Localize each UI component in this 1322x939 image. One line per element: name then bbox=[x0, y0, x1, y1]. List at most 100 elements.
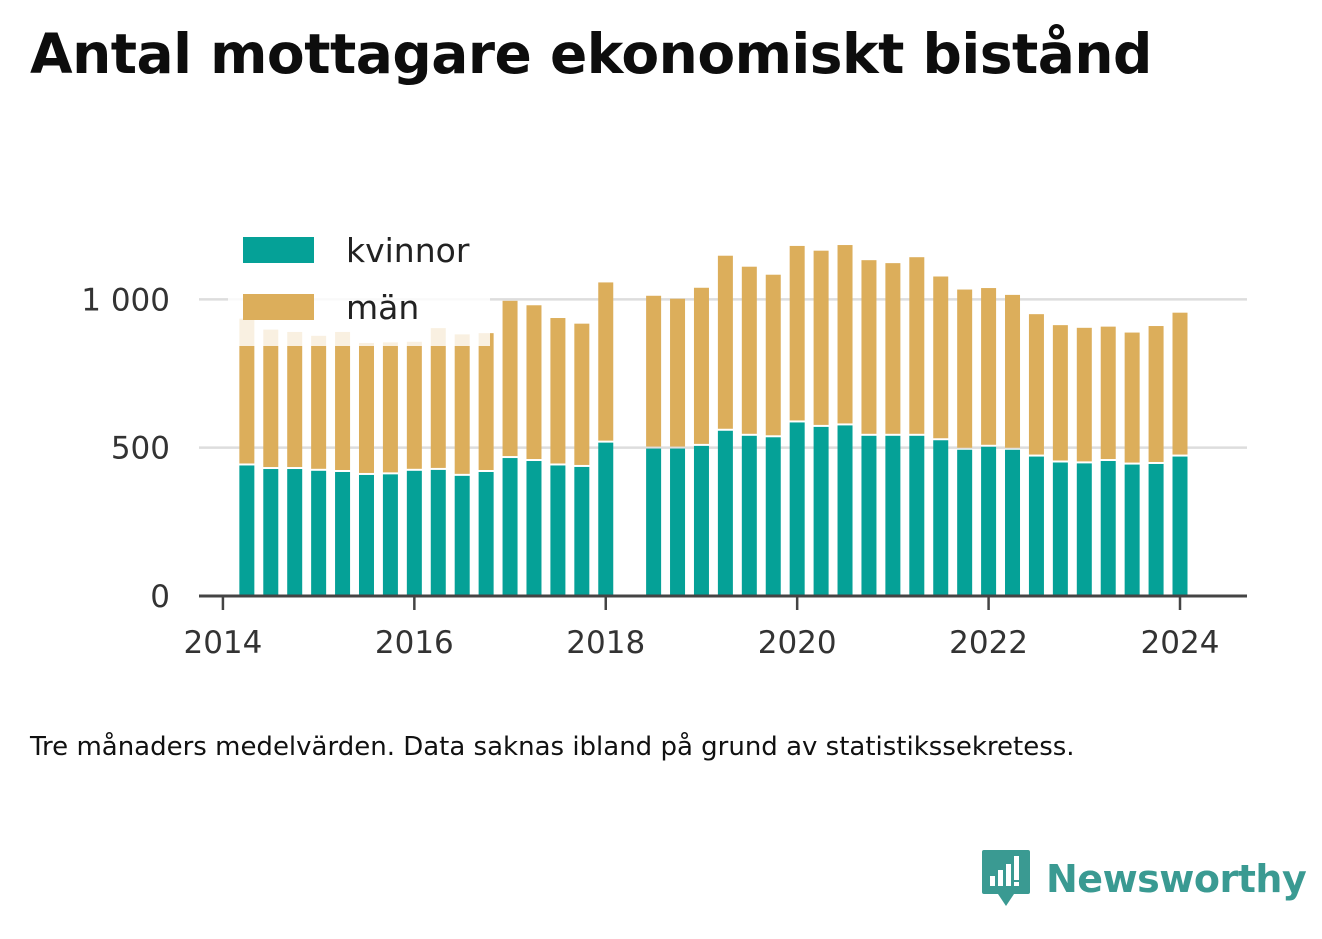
bar-kvinnor bbox=[454, 475, 470, 596]
legend-label: kvinnor bbox=[346, 231, 470, 270]
bar-kvinnor bbox=[861, 435, 877, 596]
legend-label: män bbox=[346, 288, 419, 327]
bar-kvinnor bbox=[957, 449, 973, 596]
bar-kvinnor bbox=[981, 446, 997, 596]
bar-man bbox=[885, 263, 901, 434]
bar-kvinnor bbox=[813, 426, 829, 596]
bar-kvinnor bbox=[358, 474, 374, 596]
y-tick-label: 0 bbox=[150, 579, 170, 615]
bar-kvinnor bbox=[574, 466, 590, 596]
bar-man bbox=[1172, 312, 1188, 455]
bar-kvinnor bbox=[765, 437, 781, 596]
x-axis: 2014 2016 2018 2020 2022 2024 bbox=[183, 594, 1247, 661]
bar-kvinnor bbox=[311, 470, 327, 596]
bar-kvinnor bbox=[933, 440, 949, 596]
brand-name: Newsworthy bbox=[1046, 857, 1307, 901]
bar-man bbox=[526, 305, 542, 460]
bar-man bbox=[478, 333, 494, 470]
bar-kvinnor bbox=[550, 465, 566, 596]
bar-man bbox=[981, 288, 997, 445]
bar-kvinnor bbox=[382, 474, 398, 596]
bar-kvinnor bbox=[1148, 463, 1164, 596]
bar-kvinnor bbox=[406, 470, 422, 596]
bar-man bbox=[933, 276, 949, 439]
bar-man bbox=[574, 323, 590, 465]
bar-man bbox=[1124, 332, 1140, 463]
bar-man bbox=[335, 331, 351, 470]
bar-kvinnor bbox=[478, 471, 494, 596]
y-tick-label: 500 bbox=[111, 431, 170, 467]
bar-man bbox=[1052, 325, 1068, 461]
bar-kvinnor bbox=[1052, 462, 1068, 596]
bar-man bbox=[765, 274, 781, 436]
bar-kvinnor bbox=[1028, 456, 1044, 596]
bar-kvinnor bbox=[646, 448, 662, 596]
bar-kvinnor bbox=[263, 469, 279, 596]
bar-man bbox=[717, 255, 733, 429]
bar-man bbox=[454, 334, 470, 474]
bar-man bbox=[502, 300, 518, 457]
bar-man bbox=[837, 245, 853, 424]
bar-man bbox=[382, 342, 398, 473]
bar-kvinnor bbox=[670, 448, 686, 596]
bar-kvinnor bbox=[239, 465, 255, 596]
bars bbox=[239, 245, 1188, 596]
bar-man bbox=[1100, 326, 1116, 460]
x-tick-label: 2020 bbox=[758, 625, 837, 661]
bar-kvinnor bbox=[741, 435, 757, 596]
x-tick-label: 2014 bbox=[183, 625, 262, 661]
bar-kvinnor bbox=[1124, 464, 1140, 596]
bar-man bbox=[1028, 314, 1044, 455]
x-tick-label: 2024 bbox=[1141, 625, 1220, 661]
legend-swatch bbox=[243, 237, 314, 263]
brand-logo: Newsworthy bbox=[980, 848, 1307, 910]
bar-man bbox=[1076, 327, 1092, 462]
x-tick-label: 2018 bbox=[566, 625, 645, 661]
bar-kvinnor bbox=[717, 430, 733, 596]
x-tick-label: 2016 bbox=[375, 625, 454, 661]
x-tick-label: 2022 bbox=[949, 625, 1028, 661]
bar-man bbox=[813, 250, 829, 425]
legend: kvinnor män bbox=[228, 222, 490, 346]
bar-man bbox=[789, 245, 805, 421]
bar-man bbox=[598, 282, 614, 441]
bar-kvinnor bbox=[287, 469, 303, 596]
chart-canvas: 2014 2016 2018 2020 2022 2024 0 500 1 000 kvinn… bbox=[81, 222, 1247, 661]
y-tick-label: 1 000 bbox=[81, 282, 170, 318]
bar-kvinnor bbox=[789, 422, 805, 596]
bar-man bbox=[311, 335, 327, 469]
bar-man bbox=[909, 257, 925, 434]
footnote: Tre månaders medelvärden. Data saknas ib… bbox=[30, 732, 1075, 762]
bar-man bbox=[741, 266, 757, 434]
bar-kvinnor bbox=[526, 461, 542, 596]
bar-man bbox=[263, 329, 279, 468]
legend-swatch bbox=[243, 294, 314, 320]
bar-kvinnor bbox=[1172, 456, 1188, 596]
bar-man bbox=[1005, 294, 1021, 448]
bar-kvinnor bbox=[1100, 461, 1116, 596]
bar-kvinnor bbox=[1076, 463, 1092, 596]
bar-man bbox=[406, 341, 422, 469]
bar-man bbox=[550, 318, 566, 464]
bar-man bbox=[239, 318, 255, 464]
y-axis-labels: 0 500 1 000 bbox=[81, 282, 170, 615]
bar-man bbox=[287, 331, 303, 468]
bar-man bbox=[1148, 326, 1164, 462]
bar-kvinnor bbox=[430, 469, 446, 596]
bar-kvinnor bbox=[885, 435, 901, 596]
bar-kvinnor bbox=[598, 442, 614, 596]
bar-kvinnor bbox=[693, 445, 709, 596]
bar-kvinnor bbox=[1005, 449, 1021, 596]
bar-kvinnor bbox=[335, 471, 351, 596]
bar-man bbox=[670, 298, 686, 447]
newsworthy-logo-icon bbox=[982, 850, 1030, 906]
bar-kvinnor bbox=[837, 425, 853, 596]
bar-kvinnor bbox=[909, 435, 925, 596]
bar-kvinnor bbox=[502, 458, 518, 596]
bar-man bbox=[861, 260, 877, 434]
bar-man bbox=[693, 287, 709, 444]
bar-man bbox=[646, 295, 662, 447]
bar-man bbox=[430, 328, 446, 468]
chart-title: Antal mottagare ekonomiskt bistånd bbox=[30, 22, 1152, 86]
bar-man bbox=[957, 289, 973, 448]
